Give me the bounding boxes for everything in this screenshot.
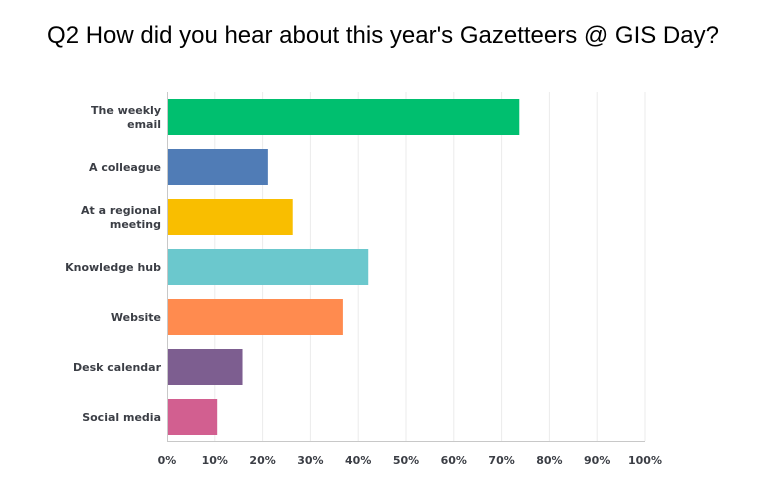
bar	[167, 299, 343, 335]
category-label: Desk calendar	[73, 361, 162, 374]
category-label: Social media	[82, 411, 161, 424]
x-tick-label: 10%	[202, 454, 228, 467]
bar	[167, 149, 268, 185]
x-tick-label: 60%	[441, 454, 467, 467]
x-tick-label: 0%	[158, 454, 177, 467]
x-tick-label: 30%	[297, 454, 323, 467]
category-label: email	[127, 118, 161, 131]
category-label: Knowledge hub	[65, 261, 161, 274]
category-label: A colleague	[89, 161, 161, 174]
bar	[167, 399, 218, 435]
chart-title: Q2 How did you hear about this year's Ga…	[47, 22, 719, 49]
bar	[167, 199, 293, 235]
category-label: At a regional	[81, 204, 161, 217]
tick-labels: 0% 10% 20% 30% 40% 50% 60% 70% 80% 90% 100%	[158, 454, 662, 467]
category-label: Website	[111, 311, 161, 324]
x-tick-label: 100%	[628, 454, 662, 467]
x-tick-label: 90%	[584, 454, 610, 467]
bar	[167, 249, 369, 285]
x-tick-label: 20%	[249, 454, 275, 467]
x-tick-label: 70%	[488, 454, 514, 467]
x-tick-label: 40%	[345, 454, 371, 467]
axes	[167, 92, 645, 442]
x-tick-label: 80%	[536, 454, 562, 467]
bars	[167, 99, 520, 435]
category-label: meeting	[110, 218, 161, 231]
bar	[167, 349, 243, 385]
bar	[167, 99, 520, 135]
category-label: The weekly	[91, 104, 161, 117]
x-tick-label: 50%	[393, 454, 419, 467]
